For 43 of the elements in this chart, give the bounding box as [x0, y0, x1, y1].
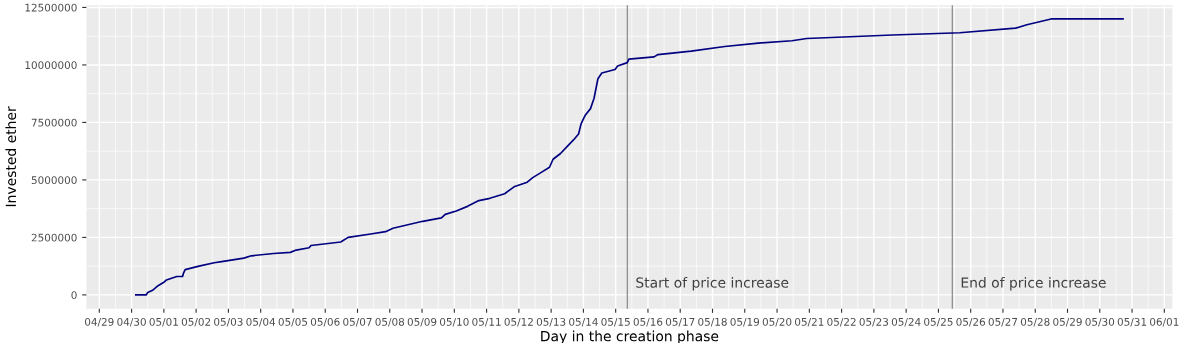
x-tick-label: 05/18 [698, 317, 727, 327]
x-tick-label: 05/07 [343, 317, 372, 327]
x-tick-label: 05/20 [762, 317, 792, 327]
x-tick-label: 05/30 [1085, 317, 1115, 327]
x-tick-label: 05/09 [407, 317, 437, 327]
x-tick-label: 05/05 [278, 317, 308, 327]
x-tick-label: 05/02 [181, 317, 211, 327]
x-tick-label: 05/23 [859, 317, 889, 327]
x-tick-label: 05/16 [633, 317, 663, 327]
ref-line-label: End of price increase [961, 277, 1106, 291]
ref-line-label: Start of price increase [636, 277, 789, 291]
x-tick-label: 05/01 [149, 317, 178, 327]
y-tick-label: 5000000 [31, 176, 77, 185]
y-tick-label: 0 [71, 291, 77, 300]
x-tick-label: 05/10 [439, 317, 469, 327]
x-tick-label: 05/27 [988, 317, 1018, 327]
x-tick-label: 04/30 [117, 317, 146, 327]
y-tick-label: 10000000 [25, 61, 77, 70]
y-tick-label: 7500000 [31, 118, 77, 127]
x-tick-label: 05/21 [795, 317, 824, 327]
x-tick-label: 06/01 [1150, 317, 1179, 327]
x-tick-label: 05/03 [214, 317, 243, 327]
x-tick-label: 05/29 [1053, 317, 1082, 327]
x-tick-label: 05/19 [730, 317, 760, 327]
x-tick-label: 05/12 [504, 317, 533, 327]
x-tick-label: 05/14 [569, 317, 598, 327]
y-axis-title: Invested ether [5, 106, 17, 207]
x-tick-label: 05/26 [956, 317, 986, 327]
x-tick-label: 05/24 [891, 317, 921, 327]
x-tick-label: 05/08 [375, 317, 405, 327]
x-tick-label: 05/31 [1117, 317, 1147, 327]
y-tick-label: 12500000 [25, 3, 77, 12]
x-tick-label: 05/11 [472, 317, 501, 327]
x-tick-label: 05/28 [1020, 317, 1050, 327]
y-tick-label: 2500000 [31, 233, 77, 242]
x-tick-label: 05/15 [601, 317, 630, 327]
x-tick-label: 05/17 [665, 317, 695, 327]
x-tick-label: 05/13 [536, 317, 566, 327]
x-tick-label: 04/29 [84, 317, 114, 327]
x-tick-label: 05/06 [310, 317, 340, 327]
x-tick-label: 05/04 [246, 317, 276, 327]
x-tick-label: 05/25 [924, 317, 953, 327]
x-tick-label: 05/22 [827, 317, 856, 327]
